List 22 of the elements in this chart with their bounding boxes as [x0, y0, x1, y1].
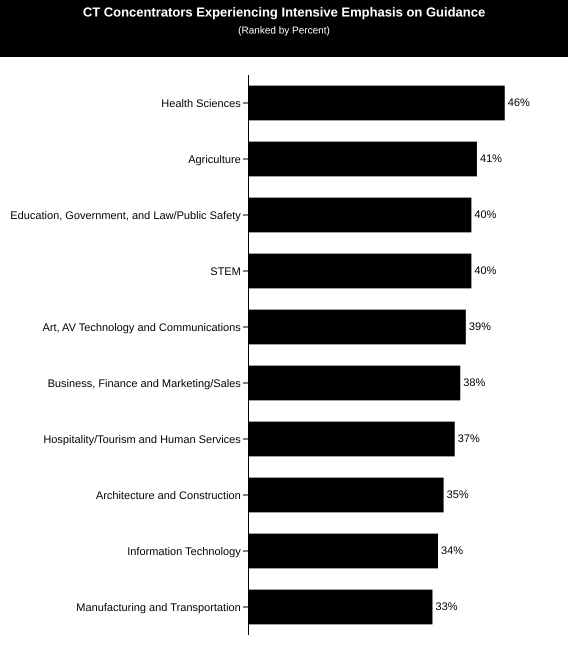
- data-label: 38%: [463, 377, 486, 389]
- y-tick-label: Information Technology: [127, 546, 242, 558]
- data-label: 41%: [480, 153, 502, 165]
- data-label: 34%: [441, 545, 464, 557]
- y-tick-label: Manufacturing and Transportation: [76, 602, 241, 614]
- y-tick-label: Hospitality/Tourism and Human Services: [43, 434, 242, 446]
- data-label: 40%: [474, 209, 497, 221]
- y-tick-label: Business, Finance and Marketing/Sales: [48, 378, 242, 390]
- y-tick-label: Education, Government, and Law/Public Safety: [10, 210, 242, 222]
- data-label: 46%: [508, 97, 530, 109]
- data-label: 39%: [468, 321, 492, 333]
- data-label: 40%: [474, 265, 497, 277]
- data-label: 33%: [435, 601, 458, 613]
- chart-subtitle: (Ranked by Percent): [238, 26, 330, 37]
- y-tick-label: STEM: [210, 266, 241, 278]
- y-tick-label: Health Sciences: [161, 98, 242, 110]
- data-label: 37%: [458, 433, 480, 445]
- y-tick-label: Agriculture: [188, 154, 241, 166]
- data-label: 35%: [446, 489, 469, 501]
- chart-title: CT Concentrators Experiencing Intensive Emphasis on Guidance: [82, 4, 486, 20]
- y-tick-label: Art, AV Technology and Communications: [42, 322, 242, 334]
- y-tick-label: Architecture and Construction: [96, 490, 241, 502]
